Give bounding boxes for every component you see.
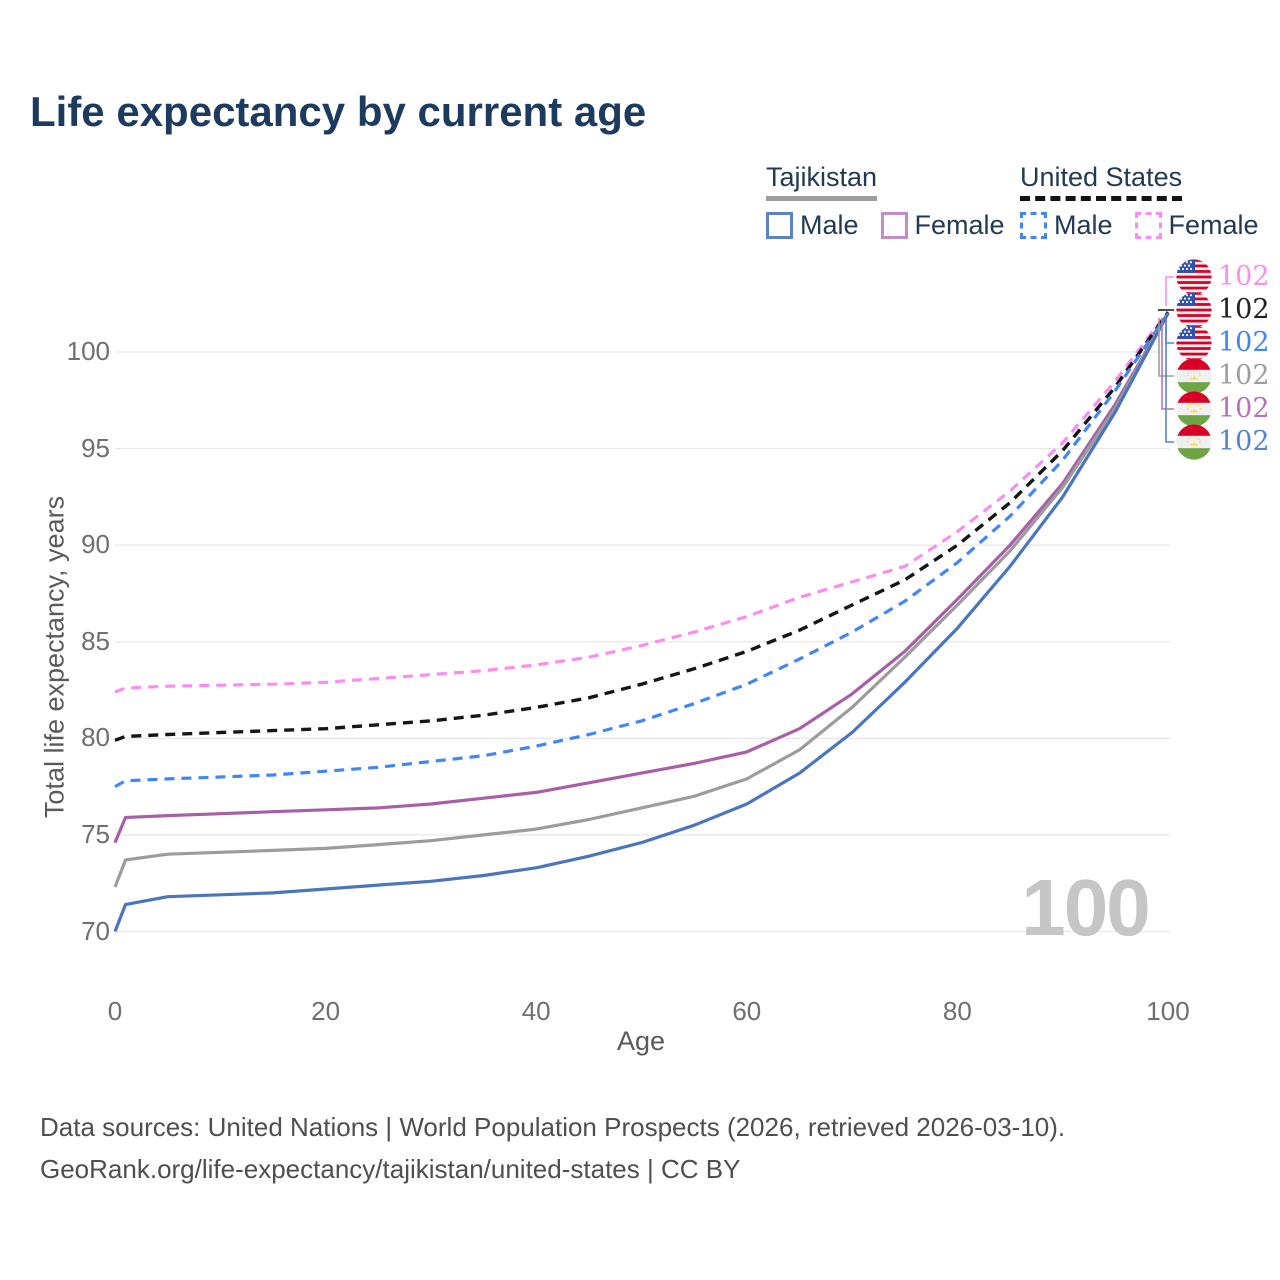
us-flag-icon [1176, 292, 1212, 328]
leader-line-united-states-female [1165, 276, 1174, 306]
legend-swatch-icon [1134, 212, 1162, 239]
tajikistan-flag-icon [1176, 424, 1212, 460]
leader-line-tajikistan [1158, 318, 1174, 377]
legend: Tajikistan Male Female United States Male Fem… [0, 162, 1280, 242]
end-value-united-states-female: 102 [1218, 261, 1270, 292]
us-flag-icon [1176, 259, 1212, 295]
y-tick-85: 85 [81, 625, 110, 656]
series-line-united-states-male[interactable] [114, 312, 1170, 789]
end-value-tajikistan: 102 [1218, 360, 1270, 391]
us-flag-icon-wrap [1176, 292, 1212, 328]
legend-swatch-icon [880, 212, 908, 239]
y-tick-80: 80 [81, 722, 110, 753]
legend-group-tajikistan: Tajikistan Male Female [766, 162, 1027, 241]
tajikistan-flag-icon [1176, 358, 1212, 394]
series-line-tajikistan-male[interactable] [113, 312, 1170, 933]
us-flag-icon [1176, 325, 1212, 361]
page-title: Life expectancy by current age [30, 88, 647, 135]
end-value-tajikistan-female: 102 [1218, 393, 1270, 424]
y-tick-70: 70 [81, 915, 110, 946]
footer-attribution: GeoRank.org/life-expectancy/tajikistan/u… [40, 1154, 741, 1184]
us-flag-icon-wrap [1176, 325, 1212, 361]
us-flag-icon-wrap [1176, 259, 1212, 295]
leader-line-tajikistan-female [1161, 318, 1174, 410]
legend-group-united-states: United States Male Female [1020, 162, 1280, 241]
legend-swatch-icon [766, 212, 793, 239]
leader-line-tajikistan-male [1165, 318, 1174, 443]
legend-swatch-icon [1020, 212, 1047, 239]
y-tick-75: 75 [81, 818, 110, 849]
leader-line-united-states-male [1165, 317, 1174, 344]
x-tick-80: 80 [942, 996, 972, 1026]
y-tick-90: 90 [81, 529, 110, 560]
series-line-tajikistan-female[interactable] [113, 312, 1170, 844]
tajikistan-flag-icon [1176, 391, 1212, 427]
legend-country-united-states[interactable]: United States [1020, 162, 1183, 201]
legend-item-united-states-male[interactable]: Male [1020, 210, 1113, 241]
footer: Data sources: United Nations | World Pop… [40, 1106, 1065, 1190]
legend-item-tajikistan-female[interactable]: Female [880, 210, 1005, 241]
y-tick-95: 95 [81, 432, 110, 463]
legend-item-label: Male [800, 210, 859, 240]
legend-item-label: Female [1168, 210, 1259, 240]
end-value-united-states: 102 [1218, 294, 1270, 325]
series-line-tajikistan[interactable] [113, 312, 1170, 888]
legend-item-label: Male [1054, 210, 1113, 240]
x-tick-40: 40 [521, 996, 551, 1026]
x-tick-100: 100 [1146, 996, 1190, 1026]
end-value-tajikistan-male: 102 [1218, 426, 1270, 457]
x-tick-20: 20 [311, 996, 341, 1026]
current-age-watermark: 100 [1021, 863, 1150, 952]
legend-item-united-states-female[interactable]: Female [1134, 210, 1259, 241]
x-axis-title: Age [616, 1026, 666, 1056]
x-tick-60: 60 [732, 996, 762, 1026]
legend-country-tajikistan[interactable]: Tajikistan [766, 162, 878, 201]
y-tick-100: 100 [66, 336, 110, 366]
series-line-united-states[interactable] [114, 311, 1170, 742]
legend-item-label: Female [914, 210, 1005, 240]
end-value-united-states-male: 102 [1218, 327, 1270, 358]
legend-item-tajikistan-male[interactable]: Male [766, 210, 859, 241]
series-line-united-states-female[interactable] [114, 310, 1170, 694]
footer-data-sources: Data sources: United Nations | World Pop… [40, 1112, 1066, 1142]
tajikistan-flag-icon-wrap [1176, 358, 1212, 394]
tajikistan-flag-icon-wrap [1176, 391, 1212, 427]
tajikistan-flag-icon-wrap [1176, 424, 1212, 460]
x-tick-0: 0 [107, 996, 123, 1026]
